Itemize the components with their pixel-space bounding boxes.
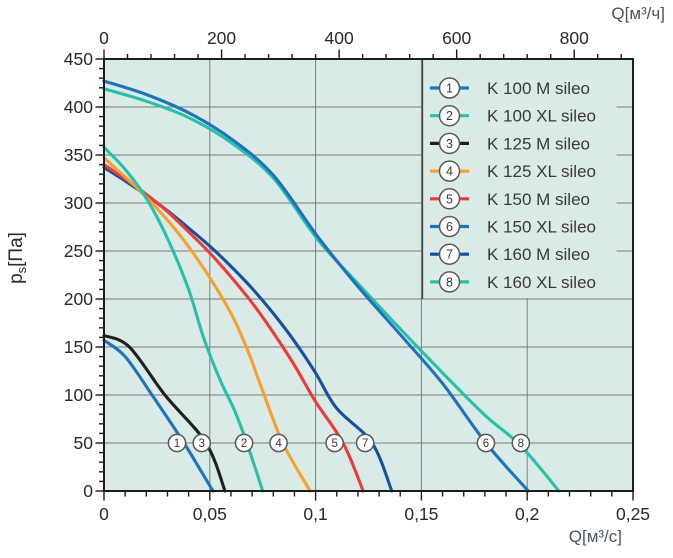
legend-item-k-160-xl-sileo: 8 K 160 XL sileo: [430, 271, 596, 293]
curve-k-100-xl-sileo: [102, 145, 265, 493]
legend-number-circle: [438, 188, 461, 210]
curve-k-100-m-sileo: [102, 338, 215, 493]
legend-label: K 150 M sileo: [487, 190, 590, 209]
x-axis-top-tick-label: 600: [442, 28, 471, 48]
curve-marker-8: 8: [511, 433, 531, 453]
x-axis-bottom-tick-label: 0,15: [404, 504, 438, 524]
legend: 1 K 100 M sileo 2 K 100 XL sileo 3 K 125 M si…: [421, 59, 617, 299]
legend-item-k-100-m-sileo: 1 K 100 M sileo: [430, 77, 590, 99]
curve-marker-number: 7: [362, 438, 368, 450]
legend-item-k-160-m-sileo: 7 K 160 M sileo: [430, 243, 590, 265]
legend-label: K 100 M sileo: [487, 79, 590, 98]
x-axis-bottom-tick-label: 0: [99, 504, 109, 524]
x-axis-top-tick-label: 200: [207, 28, 236, 48]
legend-item-k-150-m-sileo: 5 K 150 M sileo: [430, 188, 590, 210]
legend-number: 8: [446, 275, 453, 289]
curve-markers-group: 1 2 3 4 5 6 7 8: [167, 433, 531, 453]
x-axis-top-tick-label: 0: [99, 28, 109, 48]
curve-marker-5: 5: [325, 433, 344, 453]
curve-marker-number: 5: [331, 438, 337, 450]
curve-marker-number: 2: [241, 438, 247, 450]
legend-number: 7: [446, 248, 453, 262]
x-axis-bottom-tick-label: 0,2: [515, 504, 539, 524]
y-axis-tick-label: 250: [64, 241, 93, 261]
legend-number: 5: [446, 192, 453, 206]
legend-number: 3: [446, 137, 453, 151]
x-axis-bottom-tick-label: 0,25: [616, 504, 650, 524]
curve-marker-circle: [355, 433, 375, 453]
plot-border: [103, 58, 634, 492]
curve-marker-circle: [269, 433, 288, 453]
curve-marker-number: 8: [518, 438, 524, 450]
ticks-group: [95, 49, 634, 501]
legend-label: K 125 M sileo: [487, 134, 590, 153]
x-axis-top-title: Q[м³/ч]: [611, 4, 665, 23]
y-axis-tick-label: 300: [64, 193, 93, 213]
curve-marker-circle: [511, 433, 531, 453]
legend-number-circle: [438, 132, 461, 155]
y-axis-tick-label: 0: [83, 481, 93, 501]
y-axis-title-unit: [Па]: [6, 232, 27, 267]
x-axis-bottom-tick-label: 0,05: [193, 504, 227, 524]
y-axis-tick-label: 450: [64, 49, 93, 69]
legend-item-k-150-xl-sileo: 6 K 150 XL sileo: [430, 215, 596, 238]
legend-number: 2: [446, 109, 453, 123]
y-axis-title: ps[Па]: [6, 232, 29, 284]
curve-k-125-m-sileo: [102, 333, 227, 493]
curve-marker-1: 1: [167, 433, 187, 453]
legend-item-k-100-xl-sileo: 2 K 100 XL sileo: [430, 104, 596, 127]
curve-marker-circle: [167, 433, 187, 453]
curves-group: [102, 79, 561, 493]
legend-label: K 150 XL sileo: [487, 218, 596, 237]
curve-marker-circle: [325, 433, 344, 453]
curve-marker-2: 2: [234, 433, 254, 453]
y-axis-title-subscript: s: [14, 266, 29, 273]
legend-item-k-125-m-sileo: 3 K 125 M sileo: [430, 132, 590, 155]
curve-marker-number: 3: [199, 438, 205, 450]
curve-marker-number: 1: [174, 438, 180, 450]
curve-marker-3: 3: [192, 433, 212, 453]
legend-number-circle: [438, 160, 461, 182]
curve-marker-6: 6: [476, 433, 496, 453]
legend-number-circle: [438, 77, 461, 99]
plot-frame-group: [103, 58, 634, 492]
legend-label: K 125 XL sileo: [487, 162, 596, 181]
x-axis-top-tick-label: 400: [325, 28, 354, 48]
y-axis-tick-label: 350: [64, 145, 93, 165]
curve-marker-circle: [476, 433, 496, 453]
y-axis-title-base: p: [6, 273, 27, 284]
y-axis-tick-label: 100: [64, 385, 93, 405]
y-axis-tick-label: 50: [74, 433, 94, 453]
legend-number-circle: [438, 243, 461, 265]
grid-group: [104, 59, 633, 491]
legend-item-k-125-xl-sileo: 4 K 125 XL sileo: [430, 160, 596, 182]
x-axis-top-tick-label: 800: [560, 28, 589, 48]
legend-label: K 160 M sileo: [487, 245, 590, 264]
legend-label: K 160 XL sileo: [487, 273, 596, 292]
curve-k-150-m-sileo: [102, 163, 365, 493]
curve-marker-circle: [192, 433, 212, 453]
legend-number: 6: [446, 220, 453, 234]
legend-number: 1: [446, 82, 453, 96]
x-axis-bottom-title: Q[м³/с]: [569, 527, 622, 546]
y-axis-tick-label: 200: [64, 289, 93, 309]
curve-marker-4: 4: [269, 433, 288, 453]
curve-marker-number: 6: [483, 438, 489, 450]
legend-label: K 100 XL sileo: [487, 107, 596, 126]
x-axis-bottom-tick-label: 0,1: [303, 504, 327, 524]
legend-number-circle: [438, 215, 461, 238]
curve-marker-circle: [234, 433, 254, 453]
curve-marker-7: 7: [355, 433, 375, 453]
y-axis-tick-label: 150: [64, 337, 93, 357]
y-axis-tick-label: 400: [64, 97, 93, 117]
curve-marker-number: 4: [275, 438, 282, 450]
legend-number-circle: [438, 271, 461, 293]
legend-number: 4: [446, 165, 453, 179]
legend-number-circle: [438, 104, 461, 127]
curve-k-150-xl-sileo: [102, 79, 530, 493]
